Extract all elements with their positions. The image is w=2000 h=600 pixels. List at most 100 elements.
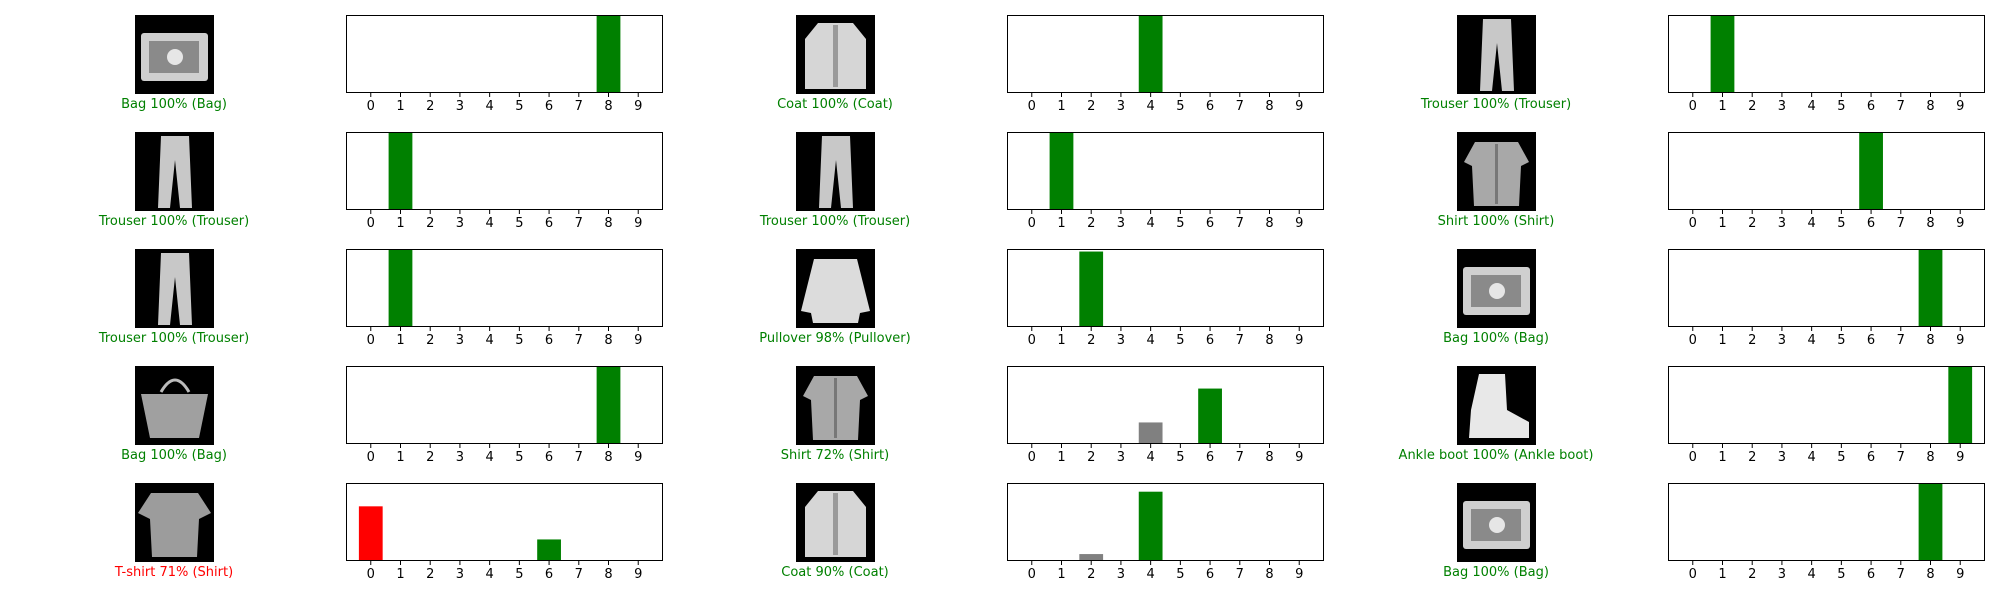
prediction-caption: Bag 100% (Bag) [1443,565,1549,580]
probability-bar-chart: 0 1 2 3 4 5 6 7 8 9 [1668,366,1985,468]
plot-frame [1007,366,1324,444]
x-tick-label: 5 [1176,450,1184,465]
x-tick-label: 8 [1926,450,1934,465]
plot-frame [1668,15,1985,93]
x-tick-label: 4 [486,333,494,348]
x-tick-label: 5 [1176,567,1184,582]
x-tick-label: 9 [1295,450,1303,465]
x-tick-label: 7 [1897,216,1905,231]
prediction-caption: Coat 100% (Coat) [777,97,893,112]
x-tick-label: 4 [1808,216,1816,231]
x-tick-label: 8 [1926,567,1934,582]
x-tick-label: 9 [1295,216,1303,231]
prediction-caption: Shirt 100% (Shirt) [1437,214,1555,229]
bar-class-8 [596,16,621,93]
shirt-image [1457,132,1536,211]
x-tick-label: 8 [604,333,612,348]
pullover-image [796,249,875,328]
x-tick-label: 3 [456,216,464,231]
x-tick-label: 4 [1808,450,1816,465]
x-tick-label: 7 [575,99,583,114]
plot-frame [1668,132,1985,210]
x-tick-label: 6 [1206,99,1214,114]
prediction-caption: Coat 90% (Coat) [781,565,889,580]
probability-bar-chart: 0 1 2 3 4 5 6 7 8 9 [1007,15,1324,117]
bar-class-1 [388,250,413,327]
x-tick-label: 6 [545,99,553,114]
bar-plot-svg: 0 1 2 3 4 5 6 7 8 9 [346,366,663,465]
bar-plot-svg: 0 1 2 3 4 5 6 7 8 9 [346,249,663,348]
x-tick-label: 4 [1808,567,1816,582]
x-tick-label: 1 [1718,333,1726,348]
bar-class-2 [1079,554,1104,561]
bar-class-4 [1138,422,1163,444]
x-tick-label: 6 [1867,216,1875,231]
x-tick-label: 0 [367,567,375,582]
prediction-caption: Trouser 100% (Trouser) [1420,97,1572,112]
x-tick-label: 9 [1295,567,1303,582]
x-tick-label: 8 [604,99,612,114]
x-tick-label: 8 [1926,216,1934,231]
plot-frame [346,132,663,210]
bar-class-6 [1198,388,1222,444]
bar-plot-svg: 0 1 2 3 4 5 6 7 8 9 [1007,15,1324,114]
probability-bar-chart: 0 1 2 3 4 5 6 7 8 9 [346,132,663,234]
probability-bar-chart: 0 1 2 3 4 5 6 7 8 9 [346,366,663,468]
x-tick-label: 5 [515,450,523,465]
x-tick-label: 5 [515,216,523,231]
x-tick-label: 1 [396,99,404,114]
x-tick-label: 3 [456,99,464,114]
bar-plot-svg: 0 1 2 3 4 5 6 7 8 9 [1007,366,1324,465]
x-tick-label: 9 [1956,450,1964,465]
x-tick-label: 5 [515,333,523,348]
x-tick-label: 3 [1117,333,1125,348]
shirt-image [796,366,875,445]
bar-plot-svg: 0 1 2 3 4 5 6 7 8 9 [1668,249,1985,348]
x-tick-label: 2 [1087,450,1095,465]
x-tick-label: 1 [1718,216,1726,231]
x-tick-label: 1 [1718,450,1726,465]
plot-frame [1007,132,1324,210]
x-tick-label: 2 [1748,216,1756,231]
x-tick-label: 6 [1206,216,1214,231]
x-tick-label: 0 [1028,567,1036,582]
x-tick-label: 7 [575,333,583,348]
trouser-image [1457,15,1536,94]
x-tick-label: 5 [1176,99,1184,114]
bar-plot-svg: 0 1 2 3 4 5 6 7 8 9 [1007,249,1324,348]
x-tick-label: 1 [1718,567,1726,582]
x-tick-label: 3 [1778,567,1786,582]
x-tick-label: 4 [1147,450,1155,465]
x-tick-label: 3 [1778,333,1786,348]
x-tick-label: 8 [604,450,612,465]
x-tick-label: 0 [1689,450,1697,465]
x-tick-label: 3 [456,450,464,465]
x-tick-label: 3 [1778,99,1786,114]
plot-frame [346,483,663,561]
plot-frame [1007,15,1324,93]
x-tick-label: 8 [1265,450,1273,465]
x-tick-label: 4 [1808,99,1816,114]
x-tick-label: 1 [1057,450,1065,465]
bar-plot-svg: 0 1 2 3 4 5 6 7 8 9 [1007,132,1324,231]
x-tick-label: 6 [1867,450,1875,465]
x-tick-label: 5 [515,99,523,114]
bar-class-1 [1710,16,1735,93]
x-tick-label: 2 [1087,99,1095,114]
bar-plot-svg: 0 1 2 3 4 5 6 7 8 9 [1668,132,1985,231]
prediction-caption: Trouser 100% (Trouser) [759,214,911,229]
bag-image [135,15,214,94]
x-tick-label: 4 [1147,333,1155,348]
x-tick-label: 8 [1265,216,1273,231]
x-tick-label: 2 [426,99,434,114]
x-tick-label: 1 [396,567,404,582]
bar-class-1 [388,133,413,210]
x-tick-label: 5 [1837,567,1845,582]
x-tick-label: 0 [1028,450,1036,465]
x-tick-label: 1 [1057,333,1065,348]
x-tick-label: 5 [1837,99,1845,114]
probability-bar-chart: 0 1 2 3 4 5 6 7 8 9 [1668,15,1985,117]
probability-bar-chart: 0 1 2 3 4 5 6 7 8 9 [1007,366,1324,468]
prediction-caption: Shirt 72% (Shirt) [780,448,890,463]
x-tick-label: 2 [1748,99,1756,114]
